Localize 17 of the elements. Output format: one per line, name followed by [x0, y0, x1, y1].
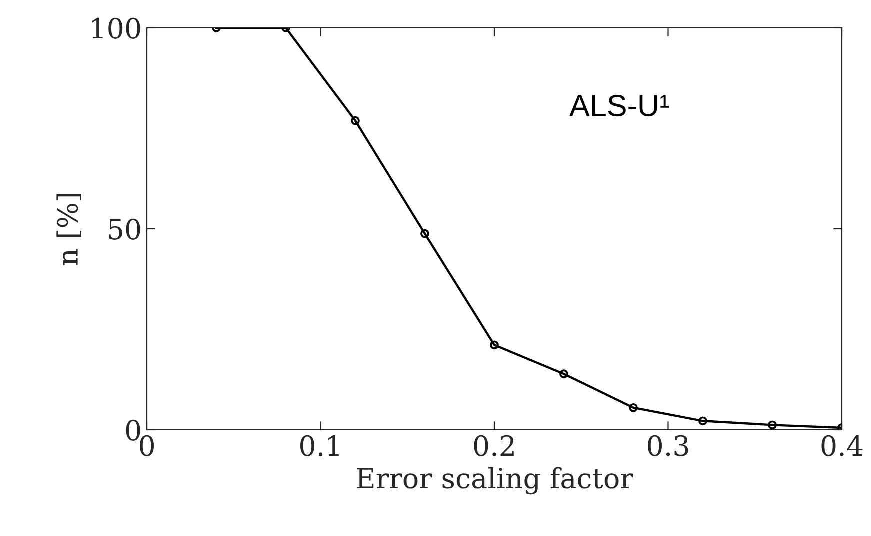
- x-tick-label: 0.2: [474, 435, 514, 456]
- x-tick-label: 0.4: [822, 435, 863, 456]
- point: [698, 416, 708, 426]
- point: [490, 340, 499, 350]
- x-tick-label: 0.3: [648, 435, 688, 456]
- annotation: ALS-U¹: [570, 94, 670, 117]
- y-tick-label: 100: [92, 18, 140, 39]
- point: [768, 420, 777, 430]
- y-tick-label: 0: [126, 420, 140, 441]
- x-tick-label: 0: [140, 435, 154, 456]
- y-axis-title: n [%]: [56, 194, 82, 266]
- point: [420, 229, 430, 238]
- point: [629, 403, 638, 412]
- x-axis-title: Error scaling factor: [357, 467, 634, 495]
- x-tick-label: 0.1: [300, 435, 339, 456]
- y-tick-label: 50: [109, 218, 140, 240]
- point: [560, 370, 568, 379]
